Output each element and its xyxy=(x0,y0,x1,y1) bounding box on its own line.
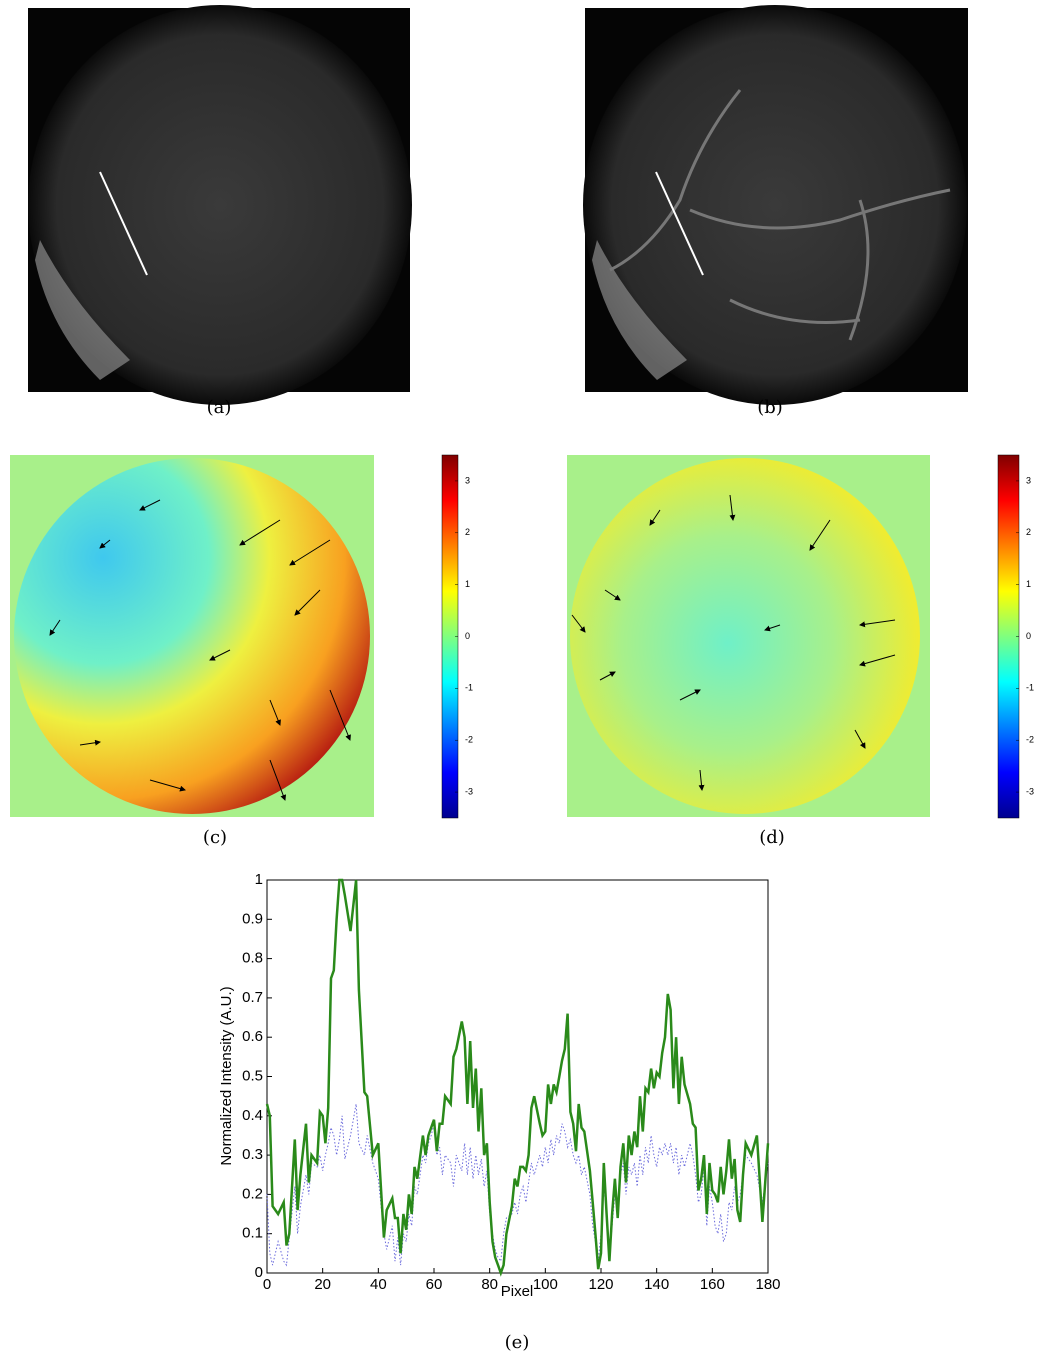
colorbar-tick-label: -2 xyxy=(1026,735,1034,745)
field-d xyxy=(567,455,930,817)
y-tick-label: 0.8 xyxy=(242,950,263,967)
y-tick-label: 0.6 xyxy=(242,1028,263,1045)
colorbar-tick-label: 1 xyxy=(465,579,470,589)
colorbar-tick-label: -1 xyxy=(465,683,473,693)
x-tick-label: 160 xyxy=(700,1276,725,1293)
y-tick-label: 0.7 xyxy=(242,989,263,1006)
x-axis-label: Pixel xyxy=(501,1283,534,1300)
x-tick-label: 100 xyxy=(533,1276,558,1293)
colorbar-tick-label: -3 xyxy=(465,786,473,796)
colorbar-tick-label: 2 xyxy=(465,527,470,537)
caption: (b) xyxy=(757,397,783,418)
colorbar-tick-label: 3 xyxy=(465,475,470,485)
y-tick-label: 0.3 xyxy=(242,1146,263,1163)
colorbar-tick-label: -1 xyxy=(1026,683,1034,693)
y-tick-label: 0.2 xyxy=(242,1185,263,1202)
image-a xyxy=(28,5,412,405)
y-tick-label: 1 xyxy=(255,871,263,888)
x-tick-label: 180 xyxy=(755,1276,780,1293)
caption: (c) xyxy=(203,827,227,848)
y-tick-label: 0 xyxy=(255,1264,263,1281)
x-tick-label: 0 xyxy=(263,1276,271,1293)
caption: (a) xyxy=(207,397,232,418)
colorbar-tick-label: -2 xyxy=(465,735,473,745)
x-tick-label: 120 xyxy=(588,1276,613,1293)
caption: (e) xyxy=(505,1332,530,1353)
colorbar-tick-label: 3 xyxy=(1026,475,1031,485)
colorbar-tick-label: 0 xyxy=(465,631,470,641)
field-c xyxy=(10,455,374,817)
colorbar-tick-label: 1 xyxy=(1026,579,1031,589)
x-tick-label: 20 xyxy=(314,1276,331,1293)
y-tick-label: 0.4 xyxy=(242,1107,263,1124)
x-tick-label: 60 xyxy=(426,1276,443,1293)
colorbar xyxy=(998,455,1019,818)
caption: (d) xyxy=(759,827,785,848)
y-axis-label: Normalized Intensity (A.U.) xyxy=(218,986,235,1165)
colorbar-tick-label: -3 xyxy=(1026,786,1034,796)
x-tick-label: 80 xyxy=(481,1276,498,1293)
x-tick-label: 140 xyxy=(644,1276,669,1293)
y-tick-label: 0.9 xyxy=(242,910,263,927)
figure: (a) (b) (c) (d) (e) Pixel Normalized Int… xyxy=(0,0,1037,1359)
image-b xyxy=(583,5,968,405)
colorbar-tick-label: 2 xyxy=(1026,527,1031,537)
x-tick-label: 40 xyxy=(370,1276,387,1293)
y-tick-label: 0.5 xyxy=(242,1067,263,1084)
y-tick-label: 0.1 xyxy=(242,1225,263,1242)
colorbar-tick-label: 0 xyxy=(1026,631,1031,641)
